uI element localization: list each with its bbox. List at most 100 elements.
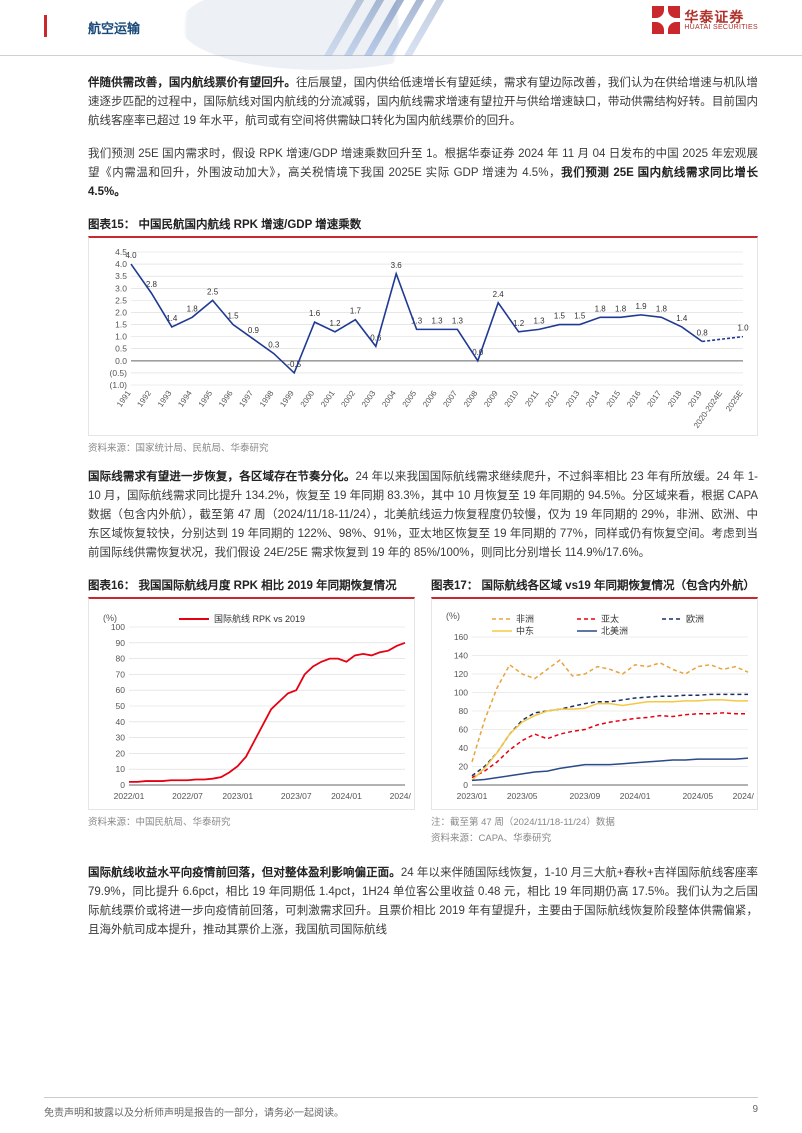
svg-text:2004: 2004	[380, 388, 398, 408]
svg-text:0.5: 0.5	[115, 344, 127, 354]
svg-text:(%): (%)	[446, 611, 460, 621]
svg-text:2006: 2006	[421, 388, 439, 408]
paragraph-4: 国际航线收益水平向疫情前回落，但对整体盈利影响偏正面。24 年以来伴随国际线恢复…	[88, 864, 758, 940]
chart17-container: (%)020406080100120140160非洲亚太欧洲中东北美洲2023/…	[431, 597, 758, 810]
svg-text:40: 40	[459, 743, 469, 753]
figure16-source: 资料来源：中国民航局、华泰研究	[88, 814, 415, 828]
svg-text:2016: 2016	[625, 388, 643, 408]
diagonal-decoration	[330, 0, 470, 56]
svg-text:1995: 1995	[197, 388, 215, 408]
svg-text:120: 120	[454, 669, 468, 679]
svg-text:1.2: 1.2	[329, 319, 341, 328]
svg-text:1.0: 1.0	[115, 331, 127, 341]
chart16-container: (%)0102030405060708090100国际航线 RPK vs 201…	[88, 597, 415, 810]
svg-text:40: 40	[116, 716, 126, 726]
svg-text:80: 80	[116, 653, 126, 663]
svg-text:3.5: 3.5	[115, 271, 127, 281]
svg-text:1999: 1999	[278, 388, 296, 408]
svg-text:1997: 1997	[237, 388, 255, 408]
company-logo: 华泰证券 HUATAI SECURITIES	[652, 6, 758, 34]
paragraph-3: 国际线需求有望进一步恢复，各区域存在节奏分化。24 年以来我国国际航线需求继续爬…	[88, 468, 758, 563]
svg-text:2022/07: 2022/07	[172, 791, 203, 801]
svg-text:2017: 2017	[645, 388, 663, 408]
svg-text:140: 140	[454, 650, 468, 660]
svg-text:2.5: 2.5	[115, 295, 127, 305]
section-title: 航空运输	[88, 18, 140, 37]
svg-text:2002: 2002	[339, 388, 357, 408]
svg-text:2009: 2009	[482, 388, 500, 408]
svg-text:80: 80	[459, 706, 469, 716]
svg-text:0.0: 0.0	[115, 356, 127, 366]
svg-text:20: 20	[116, 748, 126, 758]
svg-text:2.5: 2.5	[207, 287, 219, 296]
svg-text:2022/01: 2022/01	[114, 791, 145, 801]
svg-text:1.3: 1.3	[452, 316, 464, 325]
svg-text:1.9: 1.9	[635, 302, 647, 311]
svg-text:3.6: 3.6	[391, 261, 403, 270]
svg-text:2023/01: 2023/01	[222, 791, 253, 801]
logo-icon	[652, 6, 680, 34]
svg-text:60: 60	[116, 685, 126, 695]
logo-en: HUATAI SECURITIES	[684, 24, 758, 31]
svg-text:70: 70	[116, 669, 126, 679]
logo-cn: 华泰证券	[684, 10, 758, 24]
svg-text:2011: 2011	[523, 388, 541, 408]
svg-text:50: 50	[116, 701, 126, 711]
svg-text:1.3: 1.3	[533, 316, 545, 325]
figure17-title: 图表17： 国际航线各区域 vs19 年同期恢复情况（包含内外航）	[431, 577, 758, 593]
figure17-col: 图表17： 国际航线各区域 vs19 年同期恢复情况（包含内外航） (%)020…	[431, 577, 758, 858]
svg-text:2003: 2003	[360, 388, 378, 408]
svg-text:2000: 2000	[299, 388, 317, 408]
figure-row: 图表16： 我国国际航线月度 RPK 相比 2019 年同期恢复情况 (%)01…	[88, 577, 758, 858]
svg-text:2023/01: 2023/01	[457, 791, 488, 801]
svg-text:20: 20	[459, 761, 469, 771]
svg-text:2012: 2012	[543, 388, 561, 408]
svg-text:2024/01: 2024/01	[620, 791, 651, 801]
svg-text:100: 100	[111, 622, 125, 632]
footer-disclaimer: 免责声明和披露以及分析师声明是报告的一部分，请务必一起阅读。	[44, 1104, 344, 1119]
svg-text:欧洲: 欧洲	[686, 613, 704, 624]
svg-text:2013: 2013	[564, 388, 582, 408]
svg-text:亚太: 亚太	[601, 613, 619, 624]
figure15-source: 资料来源：国家统计局、民航局、华泰研究	[88, 440, 758, 454]
figure17-note: 注：截至第 47 周（2024/11/18-11/24）数据	[431, 814, 758, 828]
svg-text:1.8: 1.8	[615, 304, 627, 313]
svg-text:60: 60	[459, 724, 469, 734]
svg-text:1.4: 1.4	[676, 314, 688, 323]
svg-text:2007: 2007	[441, 388, 459, 408]
svg-text:0: 0	[120, 780, 125, 790]
svg-text:0.3: 0.3	[268, 340, 280, 349]
svg-text:1.0: 1.0	[737, 323, 749, 332]
svg-text:1993: 1993	[156, 388, 174, 408]
svg-text:北美洲: 北美洲	[601, 625, 628, 636]
svg-text:1998: 1998	[258, 388, 276, 408]
svg-text:2023/05: 2023/05	[507, 791, 538, 801]
paragraph-2: 我们预测 25E 国内需求时，假设 RPK 增速/GDP 增速乘数回升至 1。根…	[88, 145, 758, 202]
svg-text:2008: 2008	[462, 388, 480, 408]
svg-text:2025E: 2025E	[724, 389, 745, 413]
svg-text:1996: 1996	[217, 388, 235, 408]
figure16-col: 图表16： 我国国际航线月度 RPK 相比 2019 年同期恢复情况 (%)01…	[88, 577, 415, 858]
svg-text:10: 10	[116, 764, 126, 774]
figure17-source: 资料来源：CAPA、华泰研究	[431, 830, 758, 844]
svg-text:2001: 2001	[319, 388, 337, 408]
page-number: 9	[752, 1104, 758, 1119]
header-accent-bar	[44, 15, 47, 37]
svg-text:2015: 2015	[605, 388, 623, 408]
chart17-svg: (%)020406080100120140160非洲亚太欧洲中东北美洲2023/…	[442, 607, 754, 805]
svg-text:非洲: 非洲	[516, 613, 534, 624]
svg-text:100: 100	[454, 687, 468, 697]
svg-text:国际航线 RPK vs 2019: 国际航线 RPK vs 2019	[214, 613, 305, 624]
chart15-container: (1.0)(0.5)0.00.51.01.52.02.53.03.54.04.5…	[88, 236, 758, 436]
svg-text:2.4: 2.4	[493, 290, 505, 299]
svg-text:1994: 1994	[176, 388, 194, 408]
p4-bold: 国际航线收益水平向疫情前回落，但对整体盈利影响偏正面。	[88, 867, 401, 879]
svg-text:2024/07: 2024/07	[390, 791, 411, 801]
page-header: 航空运输 华泰证券 HUATAI SECURITIES	[0, 0, 802, 56]
main-content: 伴随供需改善，国内航线票价有望回升。往后展望，国内供给低速增长有望延续，需求有望…	[0, 56, 802, 940]
svg-text:2023/09: 2023/09	[570, 791, 601, 801]
svg-text:2024/05: 2024/05	[682, 791, 713, 801]
svg-text:1.7: 1.7	[350, 307, 362, 316]
svg-text:1.6: 1.6	[309, 309, 321, 318]
svg-text:1.8: 1.8	[187, 304, 199, 313]
